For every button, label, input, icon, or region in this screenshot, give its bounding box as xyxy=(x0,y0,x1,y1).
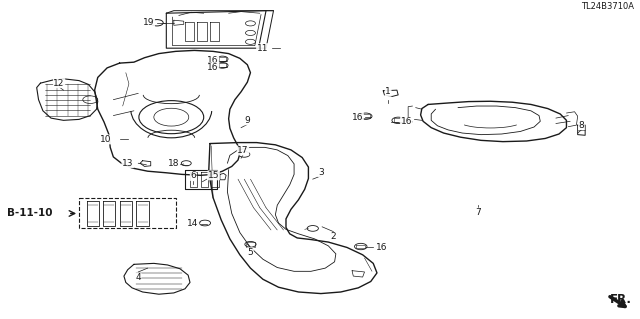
Text: 10: 10 xyxy=(100,135,111,144)
Text: 6: 6 xyxy=(190,172,196,181)
Text: 18: 18 xyxy=(168,159,180,168)
Text: 15: 15 xyxy=(208,171,220,180)
Text: 13: 13 xyxy=(122,159,133,168)
FancyBboxPatch shape xyxy=(79,198,175,228)
Text: 17: 17 xyxy=(237,146,249,155)
Text: B-11-10: B-11-10 xyxy=(8,209,53,219)
Text: 9: 9 xyxy=(244,116,250,125)
Text: 4: 4 xyxy=(136,273,141,282)
Text: 2: 2 xyxy=(330,233,336,241)
Text: 19: 19 xyxy=(143,18,155,27)
Text: 3: 3 xyxy=(318,168,324,177)
Text: 7: 7 xyxy=(475,208,481,217)
Text: 11: 11 xyxy=(257,44,268,53)
Text: 16: 16 xyxy=(207,63,219,72)
Text: 5: 5 xyxy=(248,248,253,257)
Text: 12: 12 xyxy=(53,79,65,88)
Text: FR.: FR. xyxy=(610,293,632,306)
Text: 16: 16 xyxy=(352,113,364,122)
Text: 16: 16 xyxy=(207,56,219,65)
Text: TL24B3710A: TL24B3710A xyxy=(580,2,634,11)
Text: 16: 16 xyxy=(376,243,388,252)
Text: 16: 16 xyxy=(401,117,412,126)
Text: 14: 14 xyxy=(188,219,199,228)
Text: 8: 8 xyxy=(579,121,584,130)
Text: 1: 1 xyxy=(385,87,391,96)
